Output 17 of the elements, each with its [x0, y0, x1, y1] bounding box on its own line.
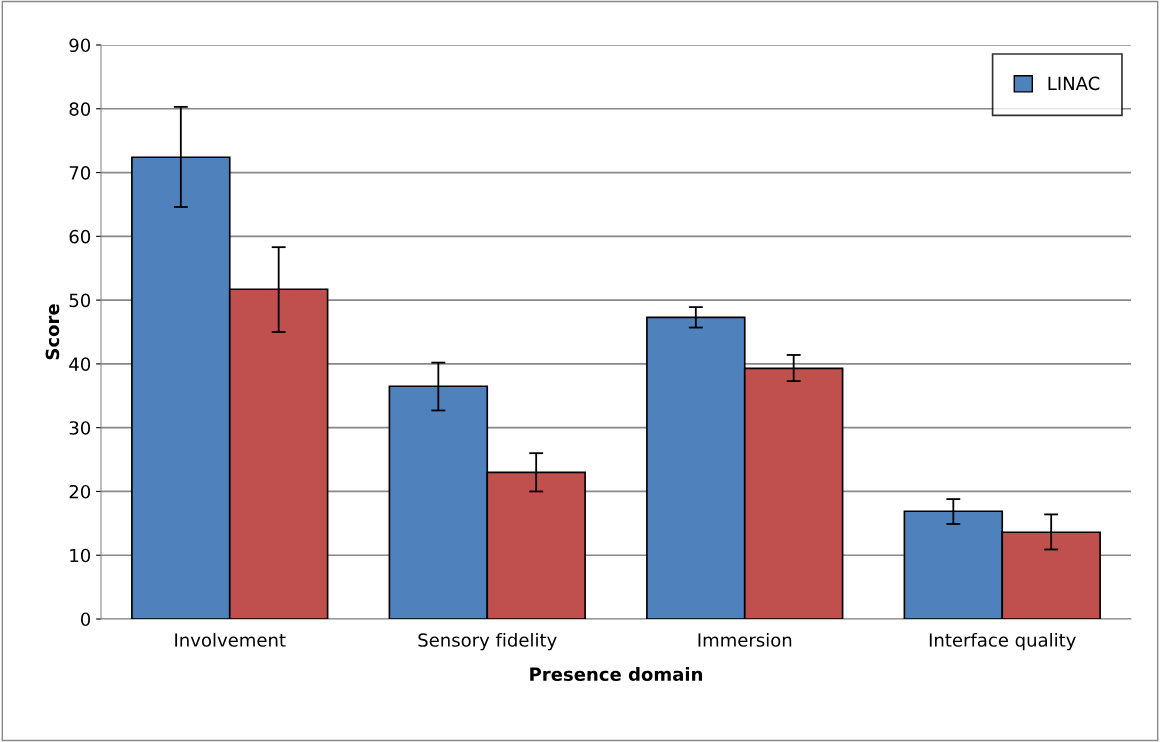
y-tick-label: 90	[69, 38, 91, 53]
y-tick-label: 20	[69, 484, 91, 499]
y-tick-label: 10	[70, 548, 91, 563]
x-axis-title: Presence domain	[530, 667, 702, 682]
y-tick-label: 60	[69, 229, 91, 244]
y-tick-label: 30	[69, 421, 91, 435]
x-tick-label: Interface quality	[929, 632, 1076, 651]
y-axis-title: Score	[45, 304, 60, 360]
x-tick-label: Immersion	[698, 632, 792, 647]
y-tick-label: 50	[69, 293, 91, 308]
y-tick-label: 40	[69, 357, 91, 372]
y-tick-label: 70	[69, 166, 91, 180]
x-tick-label: Involvement	[175, 632, 286, 647]
legend-label: LINAC	[1048, 76, 1100, 91]
x-tick-label: Sensory fidelity	[418, 632, 557, 651]
y-tick-label: 0	[80, 612, 91, 627]
y-tick-label: 80	[69, 102, 91, 116]
